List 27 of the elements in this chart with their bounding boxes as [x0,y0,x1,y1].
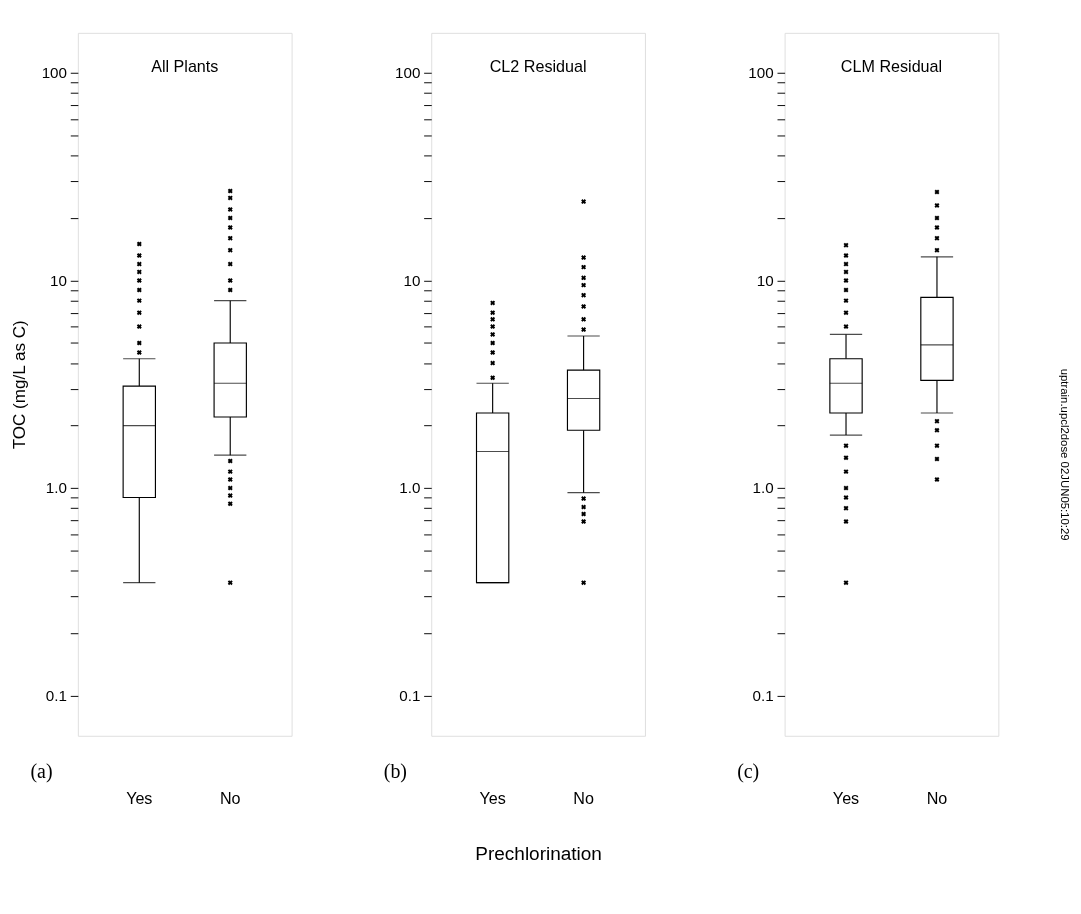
text: (b) [383,759,408,783]
y-tick-label: 100 [748,64,774,82]
x-tick-label: Yes [126,788,153,807]
text: (a) [30,759,53,783]
x-tick-label: No [926,788,948,807]
y-tick-label: 10 [403,271,421,289]
text: uptrain.upcl2dose 02JUN05:10:29 [1059,368,1072,541]
x-tick-label: Yes [832,788,860,807]
y-tick-label: 0.1 [45,686,67,704]
x-tick-label: Yes [479,788,506,807]
text: All Plants [151,56,219,75]
x-tick-label: No [219,788,241,807]
y-tick-label: 100 [394,64,421,82]
x-tick-label: No [573,788,594,807]
y-tick-label: 0.1 [399,686,421,704]
text: (c) [737,759,760,783]
text: CL2 Residual [489,56,587,75]
x-axis-title: Prechlorination [475,842,602,864]
y-tick-label: 100 [41,64,67,82]
y-tick-label: 10 [756,271,774,289]
y-tick-label: 1.0 [399,479,421,497]
y-axis-title: TOC (mg/L as C) [9,320,29,450]
y-tick-label: 0.1 [752,686,774,704]
text: CLM Residual [840,56,943,75]
y-tick-label: 10 [50,271,67,289]
y-tick-label: 1.0 [45,479,67,497]
y-tick-label: 1.0 [752,479,774,497]
